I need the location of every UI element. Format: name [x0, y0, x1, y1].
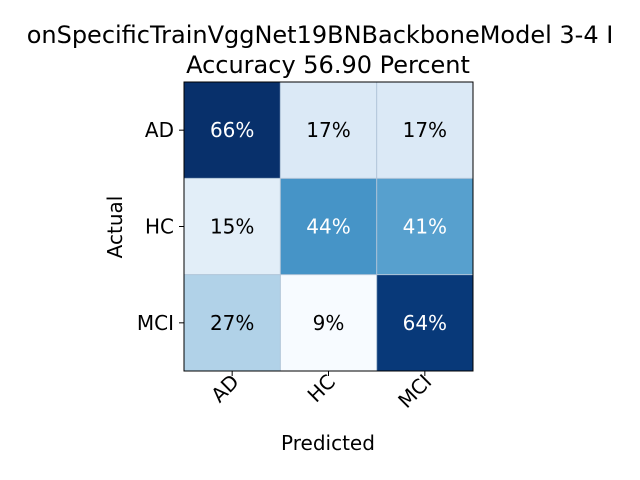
cell-value-label-0-2: 17% [403, 118, 447, 142]
y-tick-label-1: HC [145, 215, 174, 239]
cell-value-label-2-1: 9% [313, 311, 345, 335]
cell-value-label-0-1: 17% [306, 118, 350, 142]
cell-value-label-1-2: 41% [403, 215, 447, 239]
heatmap-cell-1-2 [376, 178, 474, 276]
x-tick-label-2: MCI [393, 370, 436, 413]
heatmap-cell-1-0 [184, 178, 281, 276]
x-tick-label-0: AD [206, 370, 244, 408]
x-tick-label-1: HC [303, 370, 340, 407]
heatmap-cell-2-2 [376, 274, 474, 372]
heatmap-cell-labels: 66% 17% 17% 15% 44% 41% 27% 9% 64% [210, 118, 447, 335]
cell-value-label-2-0: 27% [210, 311, 254, 335]
heatmap-cells [184, 82, 474, 372]
y-tick-labels: AD HC MCI [137, 118, 184, 335]
heatmap-cell-1-1 [280, 178, 378, 276]
heatmap-cell-0-0 [184, 82, 281, 179]
x-tick-labels: AD HC MCI [206, 370, 436, 413]
cell-value-label-0-0: 66% [210, 118, 254, 142]
chart-title-line2: Accuracy 56.90 Percent [186, 51, 470, 79]
chart-title-line1: onSpecificTrainVggNet19BNBackboneModel 3… [27, 21, 614, 49]
cell-value-label-2-2: 64% [403, 311, 447, 335]
cell-value-label-1-0: 15% [210, 215, 254, 239]
x-axis-label: Predicted [281, 431, 375, 455]
y-tick-label-2: MCI [137, 311, 174, 335]
heatmap-cell-2-0 [184, 274, 281, 372]
cell-value-label-1-1: 44% [306, 215, 350, 239]
y-axis-label: Actual [103, 196, 127, 259]
heatmap-cell-0-2 [376, 82, 474, 179]
heatmap-cell-2-1 [280, 274, 378, 372]
y-tick-label-0: AD [145, 118, 174, 142]
heatmap-cell-0-1 [280, 82, 378, 179]
